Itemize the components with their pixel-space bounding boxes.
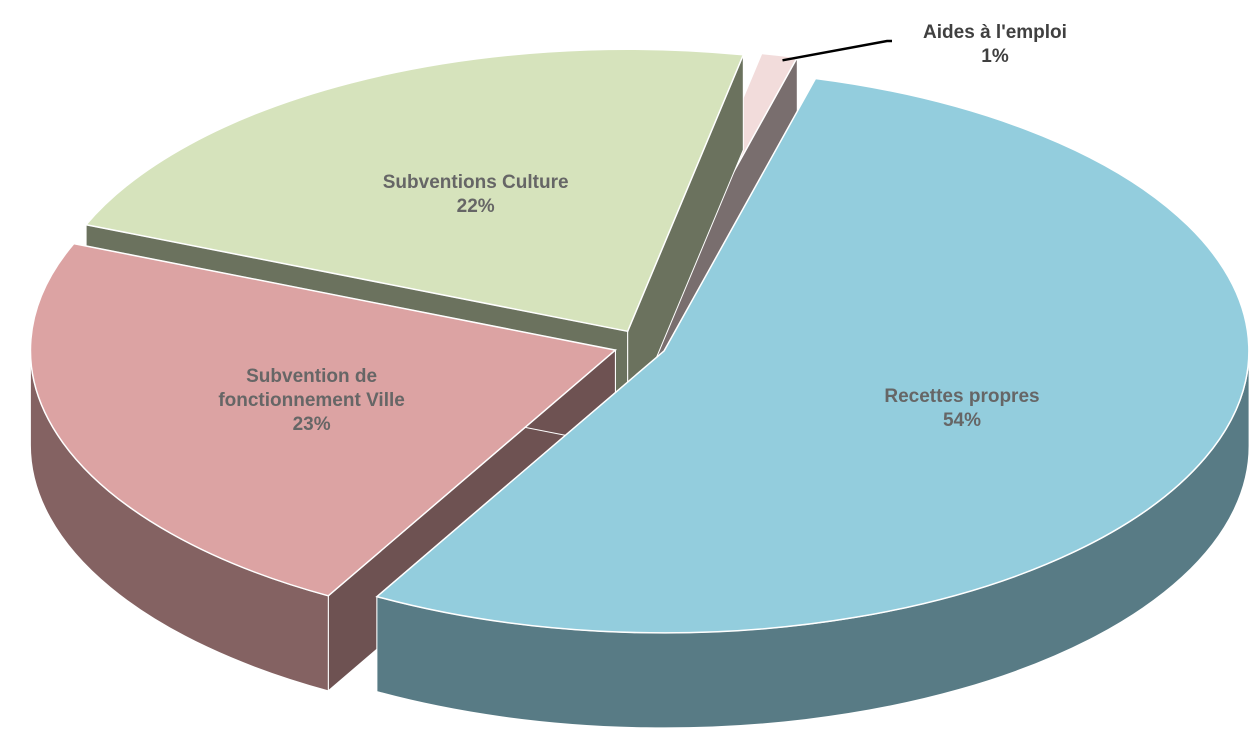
slice-value: 23% [292,414,331,436]
slice-label: Aides à l'emploi 1% [855,21,1135,69]
slice-value: 54% [942,410,981,432]
slice-name: Aides à l'emploi [923,22,1067,43]
slice-value: 22% [456,195,495,217]
slice-label: Subvention de fonctionnement Ville 23% [192,365,432,437]
slice-name: Subventions Culture [382,171,569,193]
slice-top [375,77,1250,634]
slice-name: Recettes propres [884,386,1040,408]
pie-slice [375,76,1250,729]
leader-line [782,39,892,62]
slice-top [84,48,745,333]
slice-top [29,242,618,597]
slice-name: Subvention de fonctionnement Ville [218,366,405,412]
slice-label: Subventions Culture 22% [336,171,616,219]
slice-value: 1% [981,46,1009,67]
slice-label: Recettes propres 54% [822,385,1102,433]
